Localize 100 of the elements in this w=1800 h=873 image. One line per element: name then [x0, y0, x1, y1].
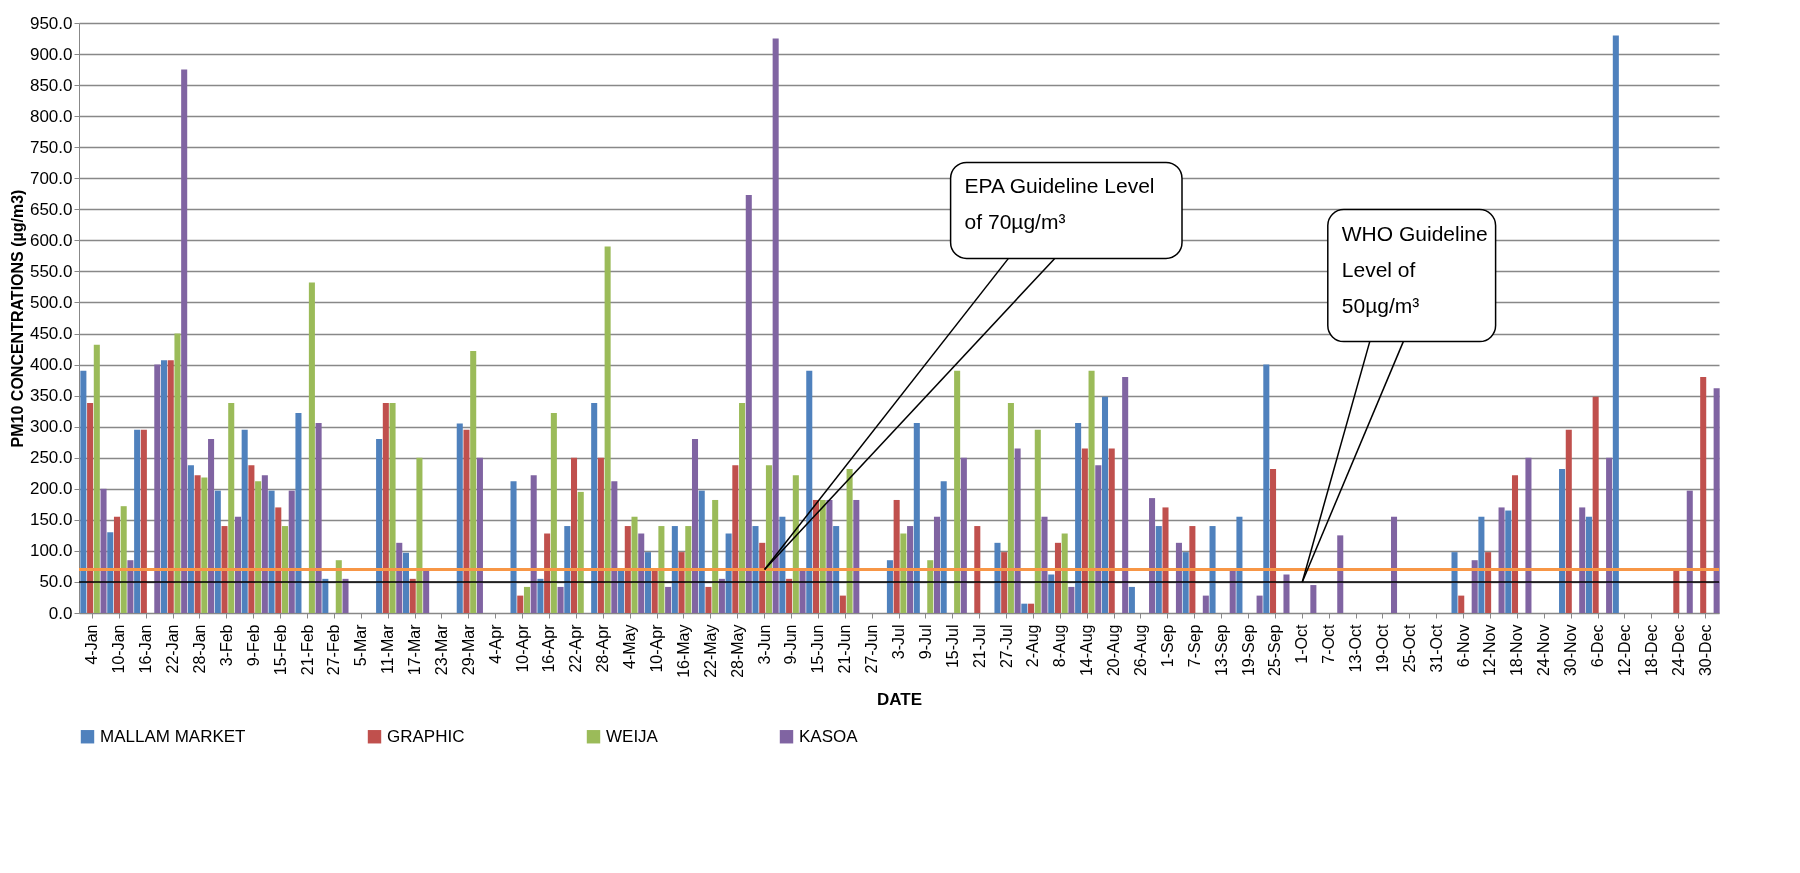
- bar: [523, 586, 530, 613]
- bar: [651, 569, 658, 613]
- bar: [376, 439, 383, 613]
- bar: [940, 481, 947, 613]
- x-tick-label: 14-Aug: [1078, 624, 1096, 677]
- x-tick-label: 22-Jan: [164, 624, 182, 674]
- bar: [517, 595, 524, 613]
- x-tick-label: 2-Aug: [1024, 624, 1042, 668]
- bar: [1263, 364, 1270, 613]
- bar: [530, 475, 537, 613]
- x-tick-label: 15-Jun: [809, 624, 827, 674]
- bar: [295, 413, 302, 613]
- bar: [194, 475, 201, 613]
- bar: [416, 457, 423, 613]
- bar: [933, 516, 940, 613]
- x-tick-label: 10-Apr: [513, 623, 531, 673]
- bar: [470, 350, 477, 613]
- bar: [1014, 448, 1021, 613]
- bar: [1283, 574, 1290, 613]
- bar: [1256, 595, 1263, 613]
- bar: [725, 533, 732, 613]
- bar: [792, 475, 799, 613]
- bar: [167, 360, 174, 613]
- bar: [624, 526, 631, 613]
- bar: [900, 533, 907, 613]
- bar: [275, 507, 282, 613]
- bar: [1236, 516, 1243, 613]
- bar: [739, 403, 746, 613]
- bar: [389, 403, 396, 613]
- y-tick-label: 200.0: [29, 479, 73, 499]
- x-tick-label: 1-Oct: [1293, 623, 1311, 664]
- bar: [234, 516, 241, 613]
- bar: [631, 516, 638, 613]
- bar: [248, 465, 255, 613]
- bar: [120, 506, 127, 613]
- bar: [315, 422, 322, 613]
- x-tick-label: 30-Nov: [1562, 624, 1580, 677]
- x-tick-label: 13-Oct: [1347, 623, 1365, 673]
- bar: [974, 526, 981, 613]
- x-tick-label: 4-Apr: [486, 623, 504, 664]
- bar: [1559, 468, 1566, 613]
- x-tick-label: 7-Oct: [1320, 623, 1338, 664]
- bar: [1041, 516, 1048, 613]
- bar: [1686, 490, 1693, 613]
- x-tick-label: 11-Mar: [379, 623, 397, 674]
- x-tick-label: 16-Apr: [540, 623, 558, 673]
- bar: [1606, 457, 1613, 613]
- x-tick-label: 28-Apr: [594, 623, 612, 673]
- x-tick-label: 24-Nov: [1535, 624, 1553, 677]
- bar: [907, 526, 914, 613]
- x-tick-label: 21-Jul: [970, 624, 988, 669]
- legend-label: MALLAM MARKET: [100, 726, 246, 746]
- x-tick-label: 1-Sep: [1158, 624, 1176, 668]
- bar: [1048, 574, 1055, 613]
- bar: [671, 526, 678, 613]
- bar: [80, 370, 87, 613]
- y-tick-label: 250.0: [29, 448, 73, 468]
- bar: [308, 282, 315, 613]
- bar: [1054, 542, 1061, 613]
- x-tick-label: 20-Aug: [1105, 624, 1123, 677]
- y-tick-label: 550.0: [29, 261, 73, 281]
- bar: [174, 333, 181, 613]
- bar: [382, 403, 389, 613]
- bar: [658, 526, 665, 613]
- x-tick-label: 15-Feb: [271, 624, 289, 676]
- bar: [799, 569, 806, 613]
- bar: [960, 457, 967, 613]
- bar: [927, 560, 934, 613]
- bar: [1592, 396, 1599, 613]
- bar: [698, 490, 705, 613]
- x-tick-label: 17-Mar: [406, 623, 424, 676]
- ref-line-label: EPA Guideline Level of 70µg/m³: [964, 174, 1155, 234]
- bar: [342, 578, 349, 613]
- bar: [1673, 569, 1680, 613]
- x-tick-label: 10-Apr: [648, 623, 666, 673]
- x-tick-label: 31-Oct: [1427, 623, 1445, 673]
- bar: [1101, 396, 1109, 613]
- bar: [134, 429, 141, 613]
- x-tick-label: 19-Oct: [1373, 623, 1391, 673]
- bar: [732, 465, 739, 613]
- bar: [853, 499, 860, 613]
- x-tick-label: 21-Feb: [298, 624, 316, 676]
- ref-line-label: WHO Guideline Level of 50µg/m³: [1341, 221, 1488, 317]
- bar: [402, 552, 410, 613]
- bar: [954, 370, 961, 613]
- bar: [100, 488, 107, 613]
- bar: [87, 403, 94, 613]
- bar: [1088, 370, 1095, 613]
- bar: [161, 360, 168, 613]
- x-tick-label: 4-Jan: [83, 624, 101, 665]
- legend-label: GRAPHIC: [387, 726, 465, 746]
- bar: [1505, 510, 1512, 613]
- bar: [1713, 388, 1720, 613]
- bar: [786, 578, 793, 613]
- bar: [335, 560, 342, 613]
- bar: [752, 526, 759, 613]
- x-tick-label: 28-Jan: [190, 624, 208, 674]
- bar: [1579, 507, 1586, 613]
- bar: [1034, 429, 1041, 613]
- legend-label: KASOA: [799, 726, 859, 746]
